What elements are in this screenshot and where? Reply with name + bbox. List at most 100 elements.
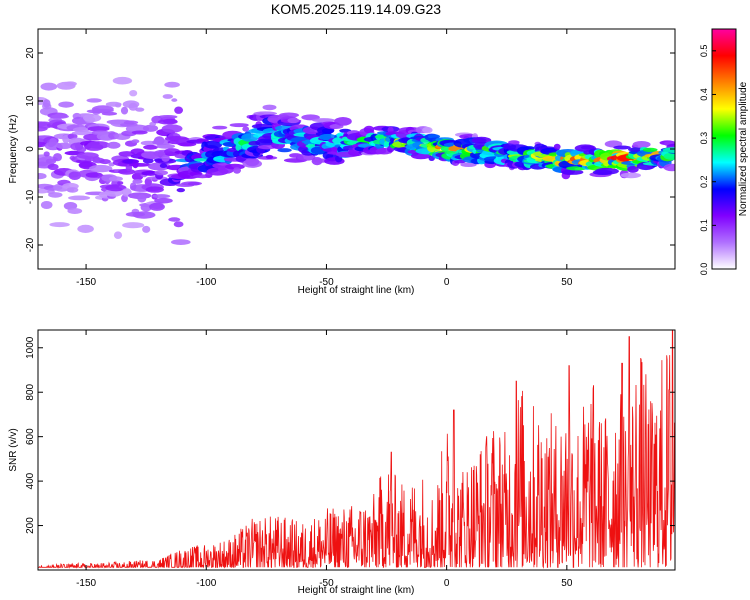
spectrogram-xtick-label: 0 bbox=[444, 277, 450, 288]
spectrogram-cell bbox=[55, 142, 73, 149]
spectrogram-cell bbox=[334, 117, 352, 126]
spectrogram-cell bbox=[87, 141, 110, 149]
snr-ytick-label: 600 bbox=[25, 428, 36, 445]
spectrogram-cell bbox=[38, 188, 50, 194]
spectrogram-cell bbox=[156, 143, 176, 149]
spectrogram-cell bbox=[663, 163, 675, 172]
colorbar-tick-label: 0.1 bbox=[699, 219, 709, 232]
spectrogram-ytick-label: -20 bbox=[25, 237, 36, 252]
spectrogram-cell bbox=[277, 148, 292, 153]
spectrogram-cell bbox=[40, 201, 53, 209]
spectrogram-cell bbox=[164, 148, 181, 156]
spectrogram-xtick-label: -150 bbox=[76, 277, 96, 288]
snr-ylabel: SNR (v/v) bbox=[8, 428, 19, 471]
spectrogram-cell bbox=[229, 123, 249, 128]
spectrogram-ytick-label: 0 bbox=[25, 146, 36, 152]
spectrogram-cell bbox=[91, 108, 114, 113]
snr-panel: -150 -100 -50 0 50 200 400 600 800 1000 Height of… bbox=[8, 329, 676, 596]
snr-xtick-label: -50 bbox=[319, 578, 334, 589]
spectrogram-cell bbox=[99, 159, 111, 165]
spectrogram-cell bbox=[105, 184, 127, 192]
spectrogram-cell bbox=[135, 107, 145, 112]
spectrogram-cell bbox=[152, 194, 171, 199]
snr-xtick-label: -100 bbox=[196, 578, 216, 589]
spectrogram-cell bbox=[613, 145, 631, 150]
spectrogram-cell bbox=[642, 147, 658, 152]
spectrogram-cell bbox=[132, 211, 156, 219]
spectrogram-cell bbox=[106, 141, 121, 149]
spectrogram-cell bbox=[108, 176, 123, 182]
spectrogram-cell bbox=[212, 125, 228, 130]
spectrogram-cell bbox=[176, 188, 185, 193]
chart-title: KOM5.2025.119.14.09.G23 bbox=[271, 1, 441, 17]
spectrogram-cell bbox=[137, 194, 147, 203]
spectrogram-cell bbox=[154, 197, 173, 204]
spectrogram-cell bbox=[204, 140, 223, 149]
spectrogram-cell bbox=[66, 187, 79, 193]
spectrogram-cell bbox=[43, 151, 50, 157]
spectrogram-cell bbox=[68, 195, 91, 201]
snr-ytick-label: 1000 bbox=[25, 336, 36, 359]
spectrogram-cell bbox=[87, 126, 110, 132]
spectrogram-cell bbox=[162, 94, 173, 99]
spectrogram-cell bbox=[129, 90, 138, 97]
colorbar-tick-label: 0.3 bbox=[699, 132, 709, 145]
spectrogram-cell bbox=[83, 114, 102, 122]
spectrogram-xtick-label: -100 bbox=[196, 277, 216, 288]
spectrogram-cell bbox=[233, 167, 241, 174]
snr-xtick-label: 0 bbox=[444, 578, 450, 589]
spectrogram-cell bbox=[86, 98, 102, 103]
spectrogram-cell bbox=[131, 130, 148, 135]
spectrogram-cell bbox=[245, 157, 260, 167]
spectrogram-cell bbox=[42, 99, 51, 108]
spectrogram-cell bbox=[142, 124, 159, 132]
spectrogram-cell bbox=[663, 152, 675, 160]
spectrogram-cell bbox=[123, 120, 139, 125]
spectrogram-cell bbox=[45, 158, 57, 164]
spectrogram-cell bbox=[523, 146, 535, 151]
spectrogram-cell bbox=[171, 239, 191, 246]
spectrogram-cell bbox=[173, 221, 184, 228]
spectrogram-ytick-label: 10 bbox=[25, 95, 36, 107]
spectrogram-cell bbox=[159, 163, 168, 168]
spectrogram-cell bbox=[512, 141, 520, 146]
spectrogram-cell bbox=[142, 225, 151, 233]
colorbar-frame bbox=[711, 28, 737, 270]
spectrogram-cell bbox=[38, 173, 47, 180]
spectrogram-cell bbox=[128, 163, 151, 167]
spectrogram-cell bbox=[662, 147, 675, 153]
spectrogram-cell bbox=[279, 112, 299, 118]
spectrogram-cell bbox=[50, 114, 69, 119]
spectrogram-cell bbox=[132, 179, 143, 184]
spectrogram-cell bbox=[187, 181, 200, 186]
spectrogram-cell bbox=[145, 186, 164, 193]
spectrogram-cell bbox=[454, 159, 466, 164]
snr-frame bbox=[37, 329, 676, 571]
spectrogram-cell bbox=[154, 170, 168, 176]
snr-xtick-label: -150 bbox=[76, 578, 96, 589]
spectrogram-cell bbox=[168, 217, 181, 222]
spectrogram-xtick-label: -50 bbox=[319, 277, 334, 288]
spectrogram-cell bbox=[225, 163, 245, 170]
spectrogram-cell bbox=[112, 76, 133, 85]
spectrogram-cell bbox=[113, 231, 123, 239]
spectrogram-cell bbox=[242, 126, 250, 132]
spectrogram-cell bbox=[114, 103, 122, 108]
spectrogram-ytick-label: 20 bbox=[25, 47, 36, 59]
spectrogram-cell bbox=[131, 139, 140, 144]
spectrogram-cell bbox=[64, 81, 77, 87]
spectrogram-cell bbox=[53, 153, 62, 162]
colorbar-tick-label: 0.2 bbox=[699, 175, 709, 188]
colorbar: 0.0 0.1 0.2 0.3 0.4 0.5 Normalized spectral a… bbox=[699, 28, 749, 275]
colorbar-tick-label: 0.5 bbox=[699, 45, 709, 58]
colorbar-gradient bbox=[712, 29, 736, 269]
spectrogram-ytick-label: -10 bbox=[25, 189, 36, 204]
spectrogram-cell bbox=[117, 181, 124, 185]
spectrogram-cell bbox=[580, 145, 595, 150]
spectrogram-cell bbox=[427, 134, 441, 139]
spectrogram-cell bbox=[171, 98, 178, 102]
colorbar-ticks: 0.0 0.1 0.2 0.3 0.4 0.5 bbox=[699, 45, 716, 275]
spectrogram-cell bbox=[63, 202, 78, 210]
spectrogram-cell bbox=[553, 143, 561, 150]
spectrogram-cell bbox=[76, 146, 87, 153]
